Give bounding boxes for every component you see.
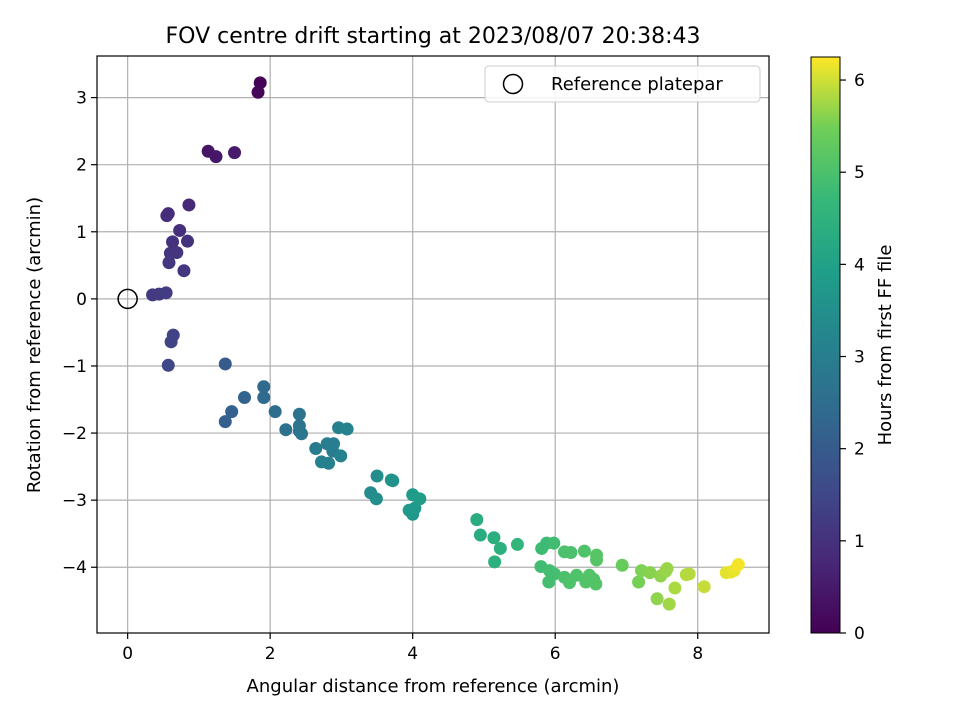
- x-axis-label: Angular distance from reference (arcmin): [247, 676, 620, 697]
- data-point: [542, 575, 556, 589]
- data-point: [547, 536, 561, 550]
- data-point: [650, 592, 664, 606]
- data-point: [510, 537, 524, 551]
- data-point: [697, 580, 711, 594]
- data-point: [238, 391, 252, 405]
- colorbar-gradient: [810, 56, 841, 634]
- y-tick-label: −3: [62, 491, 87, 511]
- colorbar-tick-label: 5: [854, 163, 865, 183]
- data-point: [643, 566, 657, 580]
- data-point: [173, 223, 187, 237]
- data-point: [564, 545, 578, 559]
- colorbar-label: Hours from first FF file: [875, 245, 896, 446]
- y-axis-ticks: −4 −3 −2 −1 0 1 2 3: [62, 89, 97, 578]
- data-point: [488, 555, 502, 569]
- y-tick-label: 1: [76, 223, 87, 243]
- data-point: [160, 209, 174, 223]
- data-point: [295, 427, 309, 441]
- data-points: [146, 76, 745, 611]
- legend-box: [484, 65, 761, 103]
- data-point: [632, 575, 646, 589]
- colorbar-tick-label: 4: [854, 255, 865, 275]
- data-point: [166, 235, 180, 249]
- data-point: [161, 358, 175, 372]
- x-tick-label: 8: [692, 644, 703, 664]
- data-point: [682, 567, 696, 581]
- legend: Reference platepar: [484, 65, 761, 103]
- x-tick-label: 2: [265, 644, 276, 664]
- data-point: [181, 234, 195, 248]
- data-point: [413, 492, 427, 506]
- data-point: [177, 264, 191, 278]
- data-point: [386, 474, 400, 488]
- grid-lines: [97, 56, 769, 633]
- data-point: [257, 380, 271, 394]
- data-point: [228, 146, 242, 160]
- data-point: [615, 558, 629, 572]
- data-point: [225, 405, 239, 419]
- data-point: [370, 469, 384, 483]
- data-point: [257, 391, 271, 405]
- data-point: [590, 553, 604, 567]
- data-point: [159, 286, 173, 300]
- reference-platepar-marker: [117, 288, 138, 310]
- y-tick-label: 3: [76, 89, 87, 109]
- colorbar-ticks: 0 1 2 3 4 5 6: [840, 71, 865, 644]
- data-point: [209, 150, 223, 164]
- legend-reference-icon: [502, 73, 524, 95]
- colorbar-tick-label: 2: [854, 440, 865, 460]
- x-axis-ticks: 0 2 4 6 8: [122, 633, 703, 664]
- data-point: [334, 449, 348, 463]
- data-point: [279, 423, 293, 437]
- y-tick-label: −2: [62, 424, 87, 444]
- colorbar: 0 1 2 3 4 5 6 Hours from first FF file: [810, 56, 896, 644]
- data-point: [470, 513, 484, 527]
- y-tick-label: 0: [76, 290, 87, 310]
- data-point: [218, 415, 232, 429]
- y-tick-label: −4: [62, 558, 87, 578]
- data-point: [292, 407, 306, 421]
- x-tick-label: 6: [550, 644, 561, 664]
- data-point: [487, 531, 501, 545]
- y-axis-label: Rotation from reference (arcmin): [24, 197, 45, 493]
- data-point: [589, 577, 603, 591]
- chart-title: FOV centre drift starting at 2023/08/07 …: [166, 24, 701, 49]
- y-tick-label: −1: [62, 357, 87, 377]
- plot-frame: [96, 55, 770, 634]
- data-point: [493, 541, 507, 555]
- data-point: [668, 581, 682, 595]
- data-point: [251, 85, 265, 99]
- data-point: [570, 568, 584, 582]
- y-tick-label: 2: [76, 156, 87, 176]
- data-point: [309, 441, 323, 455]
- data-point: [218, 357, 232, 371]
- colorbar-tick-label: 1: [854, 532, 865, 552]
- legend-label: Reference platepar: [551, 74, 723, 95]
- data-point: [577, 544, 591, 558]
- x-tick-label: 4: [407, 644, 418, 664]
- data-point: [162, 256, 176, 270]
- colorbar-tick-label: 3: [854, 348, 865, 368]
- data-point: [369, 492, 383, 506]
- data-point: [268, 405, 282, 419]
- data-point: [182, 198, 196, 212]
- data-point: [164, 335, 178, 349]
- x-tick-label: 0: [122, 644, 133, 664]
- colorbar-tick-label: 0: [854, 624, 865, 644]
- data-point: [731, 558, 745, 572]
- data-point: [322, 456, 336, 470]
- data-point: [340, 422, 354, 436]
- data-point: [473, 528, 487, 542]
- data-point: [662, 597, 676, 611]
- data-point: [660, 562, 674, 576]
- colorbar-tick-label: 6: [854, 71, 865, 91]
